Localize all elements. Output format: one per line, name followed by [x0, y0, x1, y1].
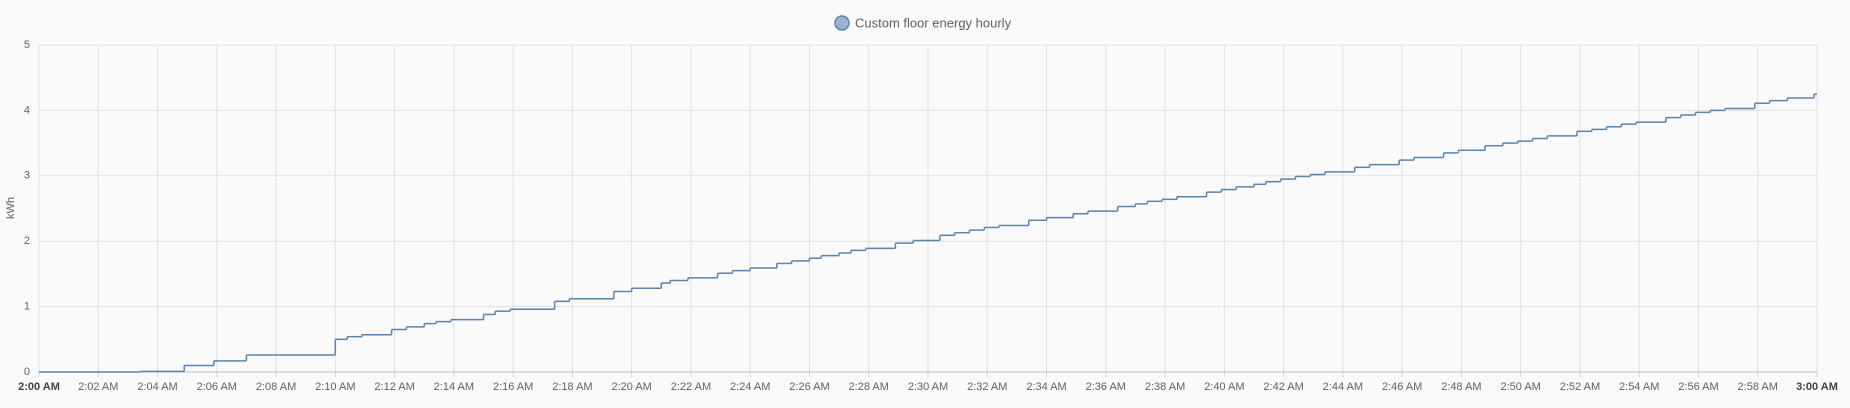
x-tick-label: 2:16 AM [493, 381, 533, 393]
x-tick-label: 3:00 AM [1796, 381, 1838, 393]
x-tick-label: 2:14 AM [434, 381, 474, 393]
x-tick-label: 2:06 AM [197, 381, 237, 393]
x-tick-label: 2:36 AM [1086, 381, 1126, 393]
x-tick-label: 2:56 AM [1678, 381, 1718, 393]
y-tick-label: 5 [24, 39, 30, 51]
legend-label[interactable]: Custom floor energy hourly [855, 15, 1012, 30]
x-tick-label: 2:08 AM [256, 381, 296, 393]
y-tick-label: 2 [24, 235, 30, 247]
y-tick-label: 0 [24, 366, 30, 378]
x-tick-label: 2:40 AM [1204, 381, 1244, 393]
x-tick-label: 2:02 AM [78, 381, 118, 393]
x-tick-label: 2:44 AM [1323, 381, 1363, 393]
x-tick-label: 2:28 AM [849, 381, 889, 393]
x-tick-label: 2:46 AM [1382, 381, 1422, 393]
x-tick-label: 2:38 AM [1145, 381, 1185, 393]
x-tick-label: 2:34 AM [1026, 381, 1066, 393]
y-axis-label: kWh [5, 197, 17, 219]
legend-swatch[interactable] [834, 15, 850, 31]
x-tick-label: 2:42 AM [1263, 381, 1303, 393]
x-tick-label: 2:30 AM [908, 381, 948, 393]
x-tick-label: 2:58 AM [1738, 381, 1778, 393]
x-tick-label: 2:32 AM [967, 381, 1007, 393]
x-tick-label: 2:20 AM [611, 381, 651, 393]
x-tick-label: 2:22 AM [671, 381, 711, 393]
x-tick-label: 2:48 AM [1441, 381, 1481, 393]
x-tick-label: 2:10 AM [315, 381, 355, 393]
x-tick-label: 2:52 AM [1560, 381, 1600, 393]
x-tick-label: 2:00 AM [18, 381, 60, 393]
x-tick-label: 2:50 AM [1500, 381, 1540, 393]
y-tick-label: 1 [24, 301, 30, 313]
x-tick-label: 2:12 AM [374, 381, 414, 393]
y-tick-label: 4 [24, 104, 30, 116]
x-tick-label: 2:18 AM [552, 381, 592, 393]
x-tick-label: 2:24 AM [730, 381, 770, 393]
x-tick-label: 2:26 AM [789, 381, 829, 393]
y-tick-label: 3 [24, 170, 30, 182]
x-tick-label: 2:04 AM [137, 381, 177, 393]
x-tick-label: 2:54 AM [1619, 381, 1659, 393]
